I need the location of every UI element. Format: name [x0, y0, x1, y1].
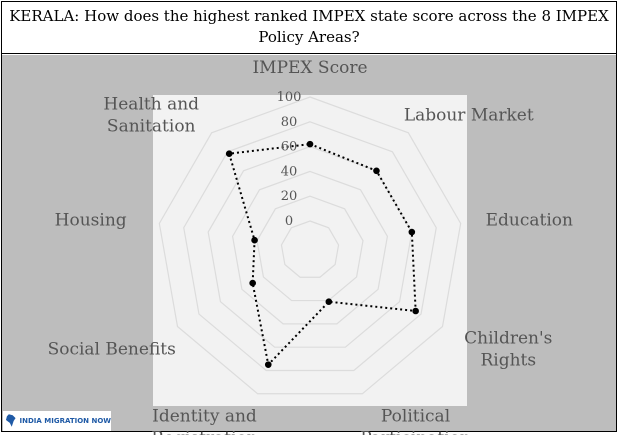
category-label: Registration — [151, 428, 258, 435]
logo-text: INDIA MIGRATION NOW — [19, 417, 111, 425]
grid-ring — [183, 121, 437, 372]
category-label: Social Benefits — [48, 340, 176, 360]
tick-label: 100 — [277, 90, 302, 105]
category-label: Children's — [464, 329, 552, 349]
tick-label: 20 — [281, 189, 298, 204]
tick-label: 40 — [281, 164, 298, 179]
india-map-icon — [5, 414, 16, 427]
tick-label: 80 — [281, 115, 298, 130]
series-line — [227, 143, 417, 367]
tick-label: 60 — [281, 140, 298, 155]
category-label: IMPEX Score — [252, 58, 367, 78]
chart-title: KERALA: How does the highest ranked IMPE… — [2, 2, 616, 54]
data-point — [325, 298, 333, 306]
grid-ring — [158, 96, 462, 395]
grid-ring — [256, 195, 364, 302]
category-label: Rights — [480, 351, 536, 371]
category-label: Housing — [55, 210, 127, 230]
category-label: Health and — [103, 94, 199, 114]
logo: INDIA MIGRATION NOW — [3, 411, 111, 431]
category-label: Political — [381, 406, 450, 426]
data-point — [264, 361, 272, 368]
data-point — [412, 307, 419, 315]
data-point — [249, 279, 256, 287]
data-point — [373, 167, 380, 175]
data-point — [306, 140, 314, 148]
data-point — [225, 150, 233, 157]
data-point — [251, 236, 258, 244]
category-label: Sanitation — [107, 116, 196, 136]
tick-label: 0 — [285, 214, 293, 229]
category-label: Participation — [360, 428, 471, 435]
data-point — [408, 228, 416, 236]
category-label: Labour Market — [404, 105, 534, 125]
grid-ring — [280, 220, 340, 278]
category-label: Education — [486, 210, 573, 230]
category-label: Identity and — [152, 406, 257, 426]
